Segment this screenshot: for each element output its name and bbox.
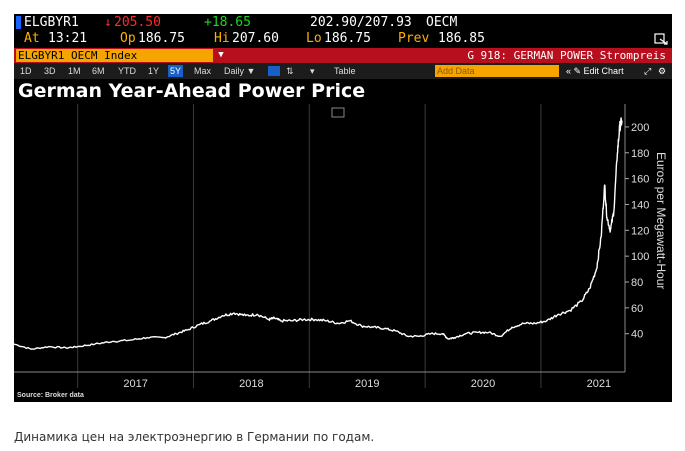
chart-plot: 40 60 80 100 120 140 160 180 200 2017 2018 2019 202… bbox=[14, 104, 668, 390]
x-tick-label: 2019 bbox=[355, 378, 379, 390]
dropdown-icon[interactable]: ▼ bbox=[218, 50, 224, 60]
at-label: At bbox=[24, 31, 40, 46]
line-chart-icon[interactable] bbox=[268, 66, 280, 76]
stats-bar: At 13:21 Op 186.75 Hi 207.60 Lo 186.75 P… bbox=[14, 31, 672, 47]
series-line bbox=[14, 117, 623, 350]
y-tick-label: 140 bbox=[631, 199, 649, 211]
security-marker bbox=[16, 16, 21, 29]
range-ytd[interactable]: YTD bbox=[118, 66, 136, 76]
range-5y[interactable]: 5Y bbox=[168, 65, 184, 77]
source-note: Source: Broker data bbox=[17, 392, 84, 399]
y-tick-label: 180 bbox=[631, 148, 649, 160]
security-bar: ELGBYR1 OECM Index ▼ G 918: GERMAN POWER… bbox=[14, 48, 672, 63]
y-tick-label: 120 bbox=[631, 225, 649, 237]
y-axis-label: Euros per Megawatt-Hour bbox=[654, 152, 668, 289]
y-tick-label: 160 bbox=[631, 174, 649, 186]
range-3d[interactable]: 3D bbox=[44, 66, 56, 76]
figure-caption: Динамика цен на электроэнергию в Германи… bbox=[14, 430, 375, 444]
quote-time: 13:21 bbox=[48, 31, 88, 46]
down-arrow-icon: ↓ bbox=[104, 15, 112, 30]
expand-icon[interactable]: ⤢ bbox=[644, 66, 652, 76]
x-tick-label: 2020 bbox=[471, 378, 495, 390]
open-label: Op bbox=[120, 31, 136, 46]
exchange-code: OECM bbox=[426, 15, 458, 30]
x-tick-label: 2018 bbox=[239, 378, 263, 390]
net-change: +18.65 bbox=[204, 15, 251, 30]
prev-label: Prev bbox=[398, 31, 430, 46]
add-data-input[interactable]: Add Data bbox=[435, 65, 559, 77]
low-label: Lo bbox=[306, 31, 322, 46]
frequency-select[interactable]: Daily ▼ bbox=[224, 66, 256, 76]
y-tick-label: 60 bbox=[631, 303, 643, 315]
chart-toolbar: 1D 3D 1M 6M YTD 1Y 5Y Max Daily ▼ ⇅ ▾ Ta… bbox=[14, 63, 672, 79]
y-tick-label: 80 bbox=[631, 277, 643, 289]
y-tick-label: 200 bbox=[631, 122, 649, 134]
chart-options-icon[interactable] bbox=[331, 107, 345, 118]
y-tick-label: 40 bbox=[631, 329, 643, 341]
x-tick-label: 2021 bbox=[587, 378, 611, 390]
bid-ask-range: 202.90/207.93 bbox=[310, 15, 412, 30]
high-value: 207.60 bbox=[232, 31, 279, 46]
quote-bar: ELGBYR1 ↓ 205.50 +18.65 202.90/207.93 OE… bbox=[14, 14, 672, 31]
open-value: 186.75 bbox=[138, 31, 185, 46]
edit-chart-button[interactable]: « ✎ Edit Chart bbox=[566, 66, 624, 76]
range-1d[interactable]: 1D bbox=[20, 66, 32, 76]
page-title: G 918: GERMAN POWER Strompreis bbox=[467, 49, 666, 62]
range-6m[interactable]: 6M bbox=[92, 66, 105, 76]
high-label: Hi bbox=[214, 31, 230, 46]
chart-title: German Year-Ahead Power Price bbox=[18, 80, 366, 102]
more-icon[interactable]: ▾ bbox=[310, 66, 315, 76]
y-tick-label: 100 bbox=[631, 251, 649, 263]
chart-settings-icon[interactable] bbox=[654, 33, 668, 45]
gear-icon[interactable]: ⚙ bbox=[658, 66, 667, 76]
last-price: 205.50 bbox=[114, 15, 161, 30]
terminal-window: ELGBYR1 ↓ 205.50 +18.65 202.90/207.93 OE… bbox=[14, 14, 672, 402]
range-max[interactable]: Max bbox=[194, 66, 212, 76]
range-1m[interactable]: 1M bbox=[68, 66, 81, 76]
low-value: 186.75 bbox=[324, 31, 371, 46]
prev-value: 186.85 bbox=[438, 31, 485, 46]
table-button[interactable]: Table bbox=[334, 66, 356, 76]
ticker-symbol[interactable]: ELGBYR1 bbox=[24, 15, 79, 30]
range-1y[interactable]: 1Y bbox=[148, 66, 160, 76]
bar-chart-icon[interactable]: ⇅ bbox=[286, 66, 294, 76]
security-input[interactable]: ELGBYR1 OECM Index bbox=[16, 49, 213, 62]
x-tick-label: 2017 bbox=[123, 378, 147, 390]
